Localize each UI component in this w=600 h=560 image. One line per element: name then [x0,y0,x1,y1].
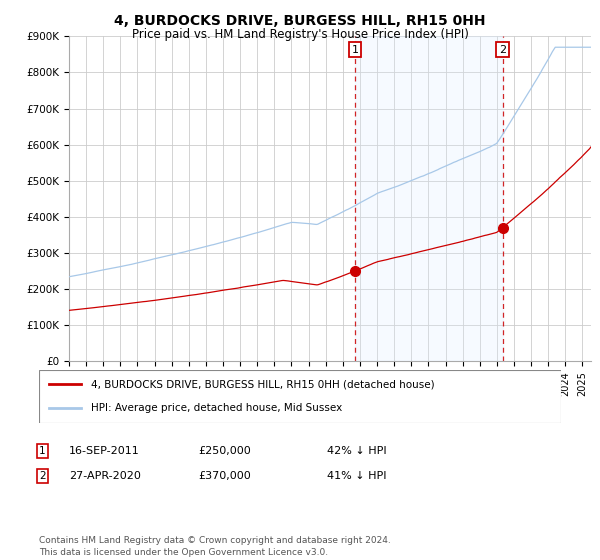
Text: Contains HM Land Registry data © Crown copyright and database right 2024.
This d: Contains HM Land Registry data © Crown c… [39,536,391,557]
Text: 42% ↓ HPI: 42% ↓ HPI [327,446,386,456]
Text: 1: 1 [352,45,358,54]
Text: 41% ↓ HPI: 41% ↓ HPI [327,471,386,481]
Text: £250,000: £250,000 [198,446,251,456]
Text: 16-SEP-2011: 16-SEP-2011 [69,446,140,456]
Text: 4, BURDOCKS DRIVE, BURGESS HILL, RH15 0HH: 4, BURDOCKS DRIVE, BURGESS HILL, RH15 0H… [114,14,486,28]
Text: £370,000: £370,000 [198,471,251,481]
Text: 2: 2 [39,471,46,481]
FancyBboxPatch shape [39,370,561,423]
Text: Price paid vs. HM Land Registry's House Price Index (HPI): Price paid vs. HM Land Registry's House … [131,28,469,41]
Text: 1: 1 [39,446,46,456]
Text: 27-APR-2020: 27-APR-2020 [69,471,141,481]
Text: 4, BURDOCKS DRIVE, BURGESS HILL, RH15 0HH (detached house): 4, BURDOCKS DRIVE, BURGESS HILL, RH15 0H… [91,380,435,390]
Text: 2: 2 [499,45,506,54]
Bar [355,36,503,361]
Text: HPI: Average price, detached house, Mid Sussex: HPI: Average price, detached house, Mid … [91,403,343,413]
